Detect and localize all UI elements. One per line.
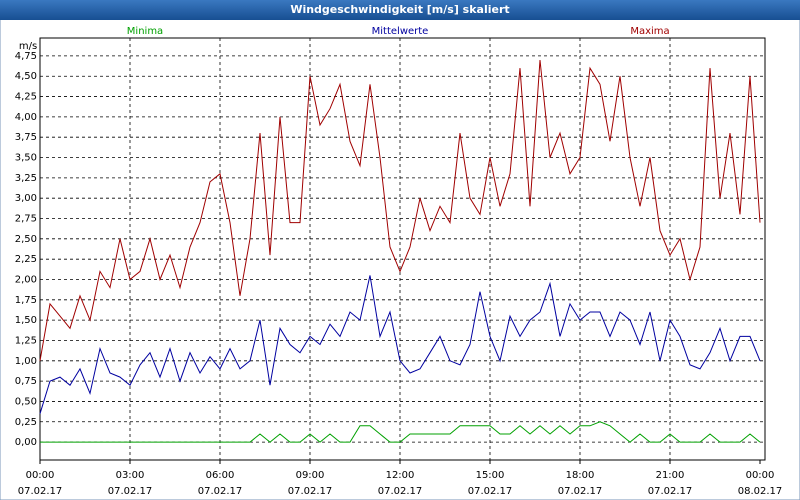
x-tick-date: 07.02.17 — [558, 486, 603, 497]
legend-label: Maxima — [630, 26, 669, 37]
y-tick-label: 0,50 — [15, 396, 37, 407]
y-tick-label: 1,25 — [15, 335, 37, 346]
x-tick-label: 18:00 — [566, 470, 595, 481]
y-tick-label: 3,00 — [15, 193, 37, 204]
x-tick-label: 00:00 — [746, 470, 775, 481]
y-tick-label: 1,00 — [15, 356, 37, 367]
x-tick-date: 07.02.17 — [288, 486, 333, 497]
x-tick-date: 07.02.17 — [18, 486, 63, 497]
x-tick-date: 07.02.17 — [378, 486, 423, 497]
series-line — [40, 421, 761, 443]
y-tick-label: 3,25 — [15, 173, 37, 184]
x-tick-date: 07.02.17 — [468, 486, 513, 497]
y-tick-label: 1,50 — [15, 315, 37, 326]
y-tick-label: 4,50 — [15, 71, 37, 82]
y-unit: m/s — [19, 41, 37, 52]
y-tick-label: 2,00 — [15, 274, 37, 285]
y-tick-label: 0,00 — [15, 437, 37, 448]
y-tick-label: 0,75 — [15, 376, 37, 387]
x-tick-label: 03:00 — [116, 470, 145, 481]
x-tick-date: 07.02.17 — [648, 486, 693, 497]
y-tick-label: 0,25 — [15, 417, 37, 428]
series-line — [39, 59, 761, 361]
x-tick-label: 12:00 — [386, 470, 415, 481]
title-bar — [0, 0, 800, 20]
y-tick-label: 4,75 — [15, 51, 37, 62]
legend-label: Minima — [127, 26, 163, 37]
x-tick-label: 06:00 — [206, 470, 235, 481]
y-tick-label: 4,00 — [15, 112, 37, 123]
x-tick-label: 00:00 — [26, 470, 55, 481]
y-tick-label: 2,25 — [15, 254, 37, 265]
y-tick-label: 2,50 — [15, 234, 37, 245]
x-tick-label: 09:00 — [296, 470, 325, 481]
x-tick-label: 21:00 — [656, 470, 685, 481]
series-line — [39, 275, 761, 414]
y-tick-label: 1,75 — [15, 295, 37, 306]
chart-title: Windgeschwindigkeit [m/s] skaliert — [290, 3, 509, 16]
y-tick-label: 4,25 — [15, 92, 37, 103]
x-tick-date: 07.02.17 — [198, 486, 243, 497]
x-tick-date: 08.02.17 — [738, 486, 783, 497]
plot-frame — [39, 37, 766, 461]
y-tick-label: 3,75 — [15, 132, 37, 143]
x-tick-date: 07.02.17 — [108, 486, 153, 497]
y-tick-label: 3,50 — [15, 153, 37, 164]
legend-label: Mittelwerte — [372, 26, 429, 37]
x-tick-label: 15:00 — [476, 470, 505, 481]
y-tick-label: 2,75 — [15, 214, 37, 225]
